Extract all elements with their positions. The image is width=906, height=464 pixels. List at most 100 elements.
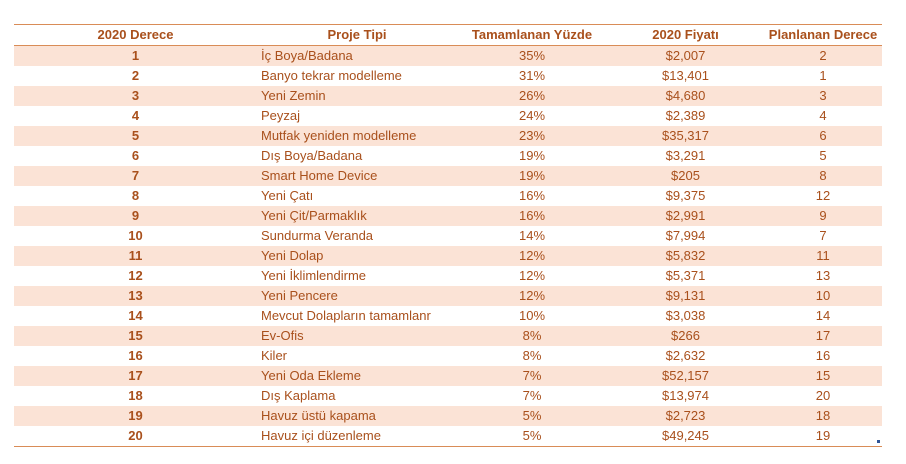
cell-percent: 26%	[518, 88, 546, 103]
cell-price: $7,994	[665, 228, 706, 243]
cell-percent: 19%	[518, 148, 546, 163]
cell-percent: 24%	[518, 108, 546, 123]
cell-percent: 8%	[522, 348, 542, 363]
header-price: 2020 Fiyatı	[652, 27, 719, 42]
cell-project: Dış Kaplama	[261, 388, 336, 403]
table-row: 11 Yeni Dolap 12% $5,832 11	[14, 246, 882, 266]
cell-planned: 17	[815, 328, 831, 343]
cell-rank: 1	[131, 48, 140, 63]
cell-project: Mutfak yeniden modelleme	[261, 128, 417, 143]
cell-price: $35,317	[662, 128, 709, 143]
cell-planned: 7	[819, 228, 827, 243]
cell-planned: 10	[815, 288, 831, 303]
cell-planned: 13	[815, 268, 831, 283]
header-percent: Tamamlanan Yüzde	[471, 27, 593, 42]
table-row: 2 Banyo tekrar modelleme 31% $13,401 1	[14, 66, 882, 86]
cell-percent: 23%	[518, 128, 546, 143]
cell-percent: 19%	[518, 168, 546, 183]
cell-rank: 14	[128, 308, 143, 323]
cell-percent: 35%	[518, 48, 546, 63]
header-planned: Planlanan Derece	[768, 27, 878, 42]
cell-price: $3,291	[665, 148, 706, 163]
table-body: 1 İç Boya/Badana 35% $2,007 2 2 Banyo tekrar m…	[14, 46, 882, 446]
cell-price: $205	[671, 168, 700, 183]
cell-rank: 3	[131, 88, 140, 103]
cell-rank: 2	[131, 68, 140, 83]
cell-percent: 12%	[518, 268, 546, 283]
cell-project: Yeni Pencere	[261, 288, 338, 303]
cell-price: $49,245	[662, 428, 709, 443]
cell-percent: 16%	[518, 208, 546, 223]
cell-planned: 8	[819, 168, 827, 183]
cell-planned: 20	[815, 388, 831, 403]
cell-price: $5,832	[665, 248, 706, 263]
table-row: 18 Dış Kaplama 7% $13,974 20	[14, 386, 882, 406]
cell-planned: 19	[815, 428, 831, 443]
cell-price: $9,375	[665, 188, 706, 203]
resize-handle[interactable]	[877, 440, 880, 443]
cell-percent: 7%	[522, 388, 542, 403]
cell-price: $5,371	[665, 268, 706, 283]
table-row: 12 Yeni İklimlendirme 12% $5,371 13	[14, 266, 882, 286]
cell-percent: 14%	[518, 228, 546, 243]
cell-planned: 1	[819, 68, 827, 83]
table-row: 8 Yeni Çatı 16% $9,375 12	[14, 186, 882, 206]
cell-rank: 16	[128, 348, 143, 363]
cell-planned: 11	[816, 248, 830, 263]
cell-percent: 5%	[522, 408, 542, 423]
table-row: 14 Mevcut Dolapların tamamlanr 10% $3,038 14	[14, 306, 882, 326]
cell-project: İç Boya/Badana	[261, 48, 353, 63]
cell-planned: 16	[815, 348, 831, 363]
cell-project: Mevcut Dolapların tamamlanr	[261, 308, 431, 323]
table-row: 5 Mutfak yeniden modelleme 23% $35,317 6	[14, 126, 882, 146]
cell-percent: 7%	[522, 368, 542, 383]
cell-project: Yeni Zemin	[261, 88, 326, 103]
cell-rank: 20	[128, 428, 143, 443]
cell-percent: 31%	[518, 68, 546, 83]
cell-planned: 5	[819, 148, 827, 163]
cell-rank: 15	[128, 328, 143, 343]
cell-planned: 12	[815, 188, 831, 203]
cell-price: $3,038	[665, 308, 706, 323]
cell-price: $2,723	[665, 408, 706, 423]
header-rank: 2020 Derece	[97, 27, 174, 42]
cell-rank: 6	[131, 148, 140, 163]
table-header: 2020 Derece Proje Tipi Tamamlanan Yüzde …	[14, 25, 882, 46]
table-row: 19 Havuz üstü kapama 5% $2,723 18	[14, 406, 882, 426]
cell-planned: 18	[815, 408, 831, 423]
cell-price: $4,680	[665, 88, 706, 103]
cell-rank: 5	[131, 128, 140, 143]
table-row: 20 Havuz içi düzenleme 5% $49,245 19	[14, 426, 882, 446]
cell-project: Yeni Çit/Parmaklık	[261, 208, 367, 223]
cell-percent: 5%	[522, 428, 542, 443]
cell-project: Banyo tekrar modelleme	[261, 68, 402, 83]
cell-rank: 19	[128, 408, 143, 423]
table-row: 10 Sundurma Veranda 14% $7,994 7	[14, 226, 882, 246]
cell-project: Dış Boya/Badana	[261, 148, 363, 163]
cell-price: $2,007	[665, 48, 706, 63]
table-row: 17 Yeni Oda Ekleme 7% $52,157 15	[14, 366, 882, 386]
cell-project: Yeni İklimlendirme	[261, 268, 367, 283]
table-row: 13 Yeni Pencere 12% $9,131 10	[14, 286, 882, 306]
cell-percent: 8%	[522, 328, 542, 343]
cell-planned: 9	[819, 208, 827, 223]
cell-project: Kiler	[261, 348, 288, 363]
cell-rank: 4	[131, 108, 140, 123]
table-row: 7 Smart Home Device 19% $205 8	[14, 166, 882, 186]
cell-planned: 6	[819, 128, 827, 143]
table-row: 6 Dış Boya/Badana 19% $3,291 5	[14, 146, 882, 166]
table-row: 15 Ev-Ofis 8% $266 17	[14, 326, 882, 346]
cell-price: $266	[671, 328, 700, 343]
project-table: 2020 Derece Proje Tipi Tamamlanan Yüzde …	[14, 24, 882, 447]
cell-price: $13,974	[662, 388, 709, 403]
cell-project: Yeni Dolap	[261, 248, 324, 263]
cell-rank: 12	[128, 268, 143, 283]
cell-planned: 14	[815, 308, 831, 323]
table-row: 1 İç Boya/Badana 35% $2,007 2	[14, 46, 882, 66]
table-row: 16 Kiler 8% $2,632 16	[14, 346, 882, 366]
cell-rank: 9	[131, 208, 140, 223]
header-project: Proje Tipi	[327, 27, 387, 42]
cell-rank: 11	[128, 248, 143, 263]
cell-rank: 17	[128, 368, 143, 383]
cell-rank: 8	[131, 188, 140, 203]
